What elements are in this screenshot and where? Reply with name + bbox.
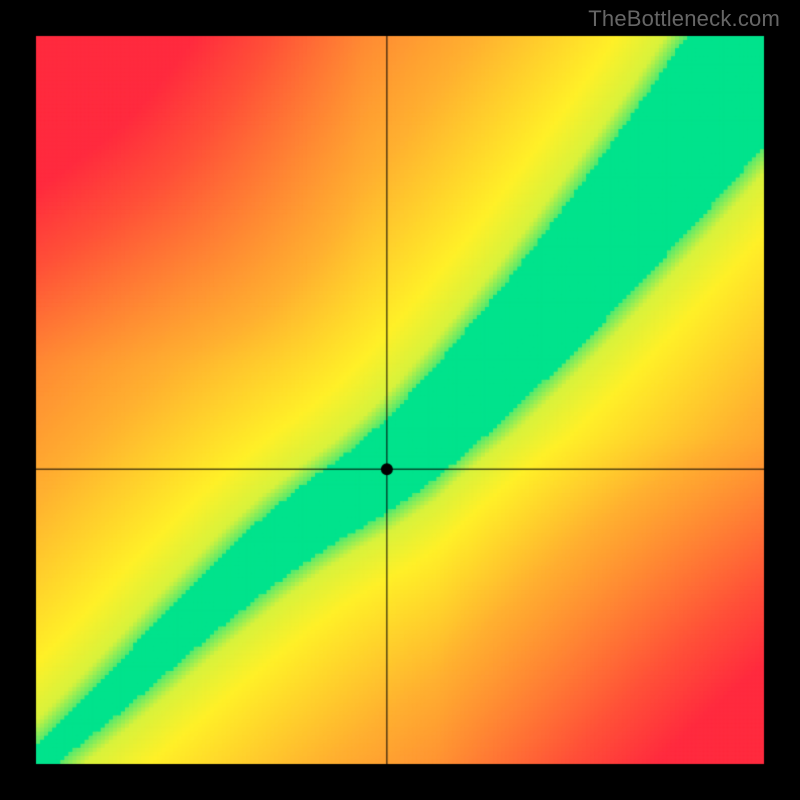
heatmap-canvas	[0, 0, 800, 800]
chart-container: TheBottleneck.com	[0, 0, 800, 800]
watermark-text: TheBottleneck.com	[588, 6, 780, 32]
